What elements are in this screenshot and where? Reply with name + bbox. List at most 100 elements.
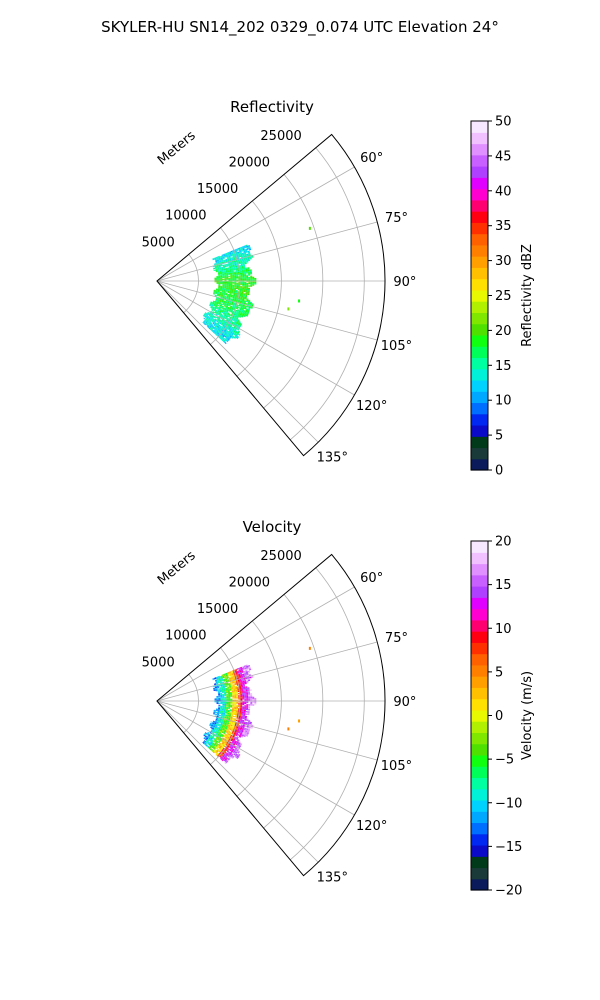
data-cell (236, 277, 239, 279)
data-cell (242, 264, 245, 266)
data-cell (216, 265, 219, 267)
data-cell (222, 696, 225, 698)
data-cell (220, 714, 224, 716)
data-cell (235, 686, 238, 689)
data-cell (221, 254, 224, 256)
data-cell (240, 732, 243, 735)
data-cell (222, 272, 225, 274)
data-cell (213, 289, 216, 291)
data-cell (241, 289, 244, 291)
data-cell (227, 672, 230, 675)
data-cell (232, 682, 235, 684)
data-cell (244, 695, 247, 698)
data-cell (215, 267, 218, 270)
data-cell (239, 323, 243, 325)
data-cell (245, 290, 248, 292)
colorbar-swatch (471, 424, 488, 437)
data-cell (225, 290, 228, 292)
data-cell (226, 724, 229, 726)
data-cell (247, 712, 250, 714)
data-cell (224, 752, 227, 755)
data-cell (243, 302, 246, 305)
data-cell (223, 291, 226, 293)
data-cell (240, 282, 243, 284)
data-cell (240, 296, 243, 298)
data-cell (226, 314, 229, 317)
data-cell (244, 675, 248, 677)
data-cell (215, 687, 218, 689)
data-cell (215, 725, 218, 728)
data-cell (216, 307, 219, 309)
data-cell (243, 722, 246, 725)
data-cell (242, 682, 245, 684)
data-cell (245, 723, 248, 725)
data-cell (224, 685, 227, 688)
data-cell (214, 326, 217, 329)
data-cell (246, 666, 249, 669)
data-cell (231, 742, 234, 745)
data-cell (223, 339, 226, 342)
data-cell (204, 322, 207, 325)
data-cell (227, 751, 231, 754)
data-cell (247, 289, 250, 291)
data-cell (214, 732, 217, 734)
data-cell (222, 729, 225, 732)
data-cell (236, 726, 239, 729)
data-cell (246, 668, 249, 670)
data-cell (235, 729, 238, 732)
data-cell (216, 731, 219, 734)
data-cell (213, 305, 216, 307)
data-cell (254, 278, 257, 280)
angular-tick-label: 135° (317, 870, 348, 885)
data-cell (215, 268, 218, 270)
radial-gridline (289, 567, 365, 861)
data-cell (220, 264, 223, 266)
data-cell (211, 739, 214, 742)
data-cell (221, 301, 224, 303)
data-cell (217, 712, 220, 714)
data-cell (233, 713, 236, 716)
data-cell (216, 717, 219, 719)
data-cell (222, 758, 225, 761)
data-cell (232, 272, 235, 274)
data-cell (220, 695, 223, 697)
data-cell (229, 673, 232, 675)
data-cell (216, 257, 219, 259)
data-cell (235, 709, 238, 711)
data-cell (242, 716, 245, 719)
data-cell (219, 742, 222, 745)
data-cell (228, 288, 231, 290)
data-cell (222, 278, 225, 280)
data-cell (209, 748, 212, 751)
data-cell (221, 314, 224, 317)
data-cell (247, 267, 250, 269)
data-cell (209, 732, 212, 734)
data-cell (233, 677, 236, 680)
data-cell (231, 721, 234, 724)
data-cell (232, 328, 235, 331)
data-cell (225, 673, 228, 676)
colorbar-tick-label: 25 (495, 289, 512, 304)
data-cell (241, 265, 244, 268)
data-cell (227, 758, 230, 761)
data-cell (217, 725, 220, 727)
data-cell (229, 728, 232, 731)
data-cell (235, 685, 238, 688)
data-cell (232, 265, 235, 267)
data-cell (227, 317, 230, 320)
data-cell (245, 671, 248, 673)
data-cell (228, 296, 231, 298)
data-cell (223, 315, 227, 317)
data-cell (229, 674, 233, 676)
data-cell (230, 265, 234, 267)
data-cell (226, 696, 229, 698)
data-cell (224, 698, 227, 699)
data-cell (233, 336, 236, 339)
data-cell (225, 672, 228, 675)
data-cell (223, 307, 226, 309)
data-cell (219, 306, 222, 309)
data-cell (233, 267, 236, 269)
data-cell (227, 270, 230, 272)
data-cell (249, 668, 252, 671)
